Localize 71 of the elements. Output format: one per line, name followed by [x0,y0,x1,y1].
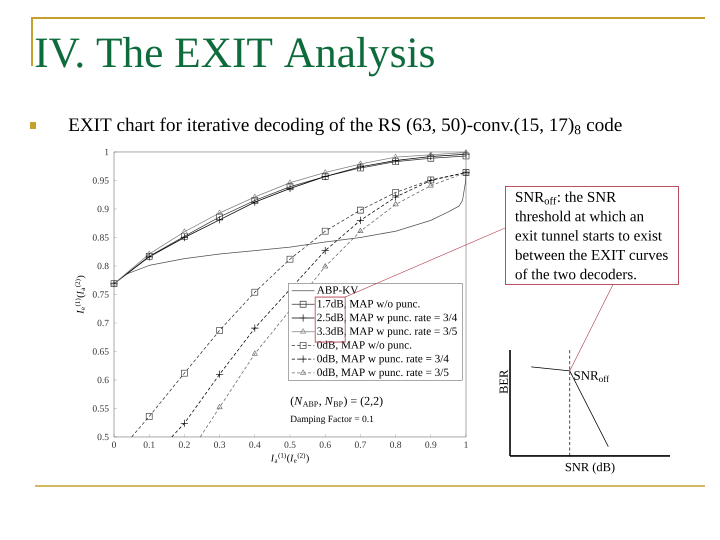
point [463,149,469,154]
point [250,324,259,332]
x-axis-title: SNR (dB) [566,462,615,474]
text: SNR$_{off}$: the SNR threshold at which an exit tunnel starts to exist between the EXIT curves of the two decoders. [514,191,668,280]
point [216,210,223,215]
legend-label: 0dB, MAP w punc. rate = 3/5 [317,368,448,378]
annotation: SNR$_{off}$ [574,371,610,382]
point [216,327,223,334]
x-tick-label: 0.6 [320,442,331,448]
y-tick-label: 0.9 [98,206,109,212]
point [252,350,258,356]
point [357,160,364,166]
x-tick-label: 0.5 [284,442,296,448]
point [216,370,224,378]
point [462,152,470,160]
point [216,216,224,224]
y-tick-label: 0.7 [98,320,109,326]
y-tick-label: 0.75 [92,291,109,298]
point [392,193,400,201]
point [392,189,399,196]
legend-label: 0dB, MAP w/o punc. [317,340,412,351]
y-tick-label: 0.55 [92,405,109,412]
x-tick-label: 0.4 [249,442,261,448]
x-tick-label: 0 [112,442,116,448]
point [428,182,434,188]
point [250,198,259,206]
x-tick-label: 0.1 [144,442,155,448]
point [357,228,364,234]
x-tick-label: 0.8 [390,442,402,448]
point [251,197,258,204]
point [146,413,153,420]
y-axis-title: BER [500,370,508,394]
y-tick-label: 0.8 [98,262,109,270]
point [286,256,294,262]
legend-label: ABP-KV [316,286,358,294]
y-tick-label: 0.6 [98,376,109,384]
point [181,370,188,376]
x-tick-label: 0.3 [214,442,226,448]
legend-label: 0dB, MAP w punc. rate = 3/4 [317,354,449,365]
point [216,404,223,410]
point [146,250,152,256]
x-axis-title: I$_{a}$$^{(1)}$(I$_{e}$$^{(2)}$) [270,452,309,464]
point [321,246,330,255]
x-tick-label: 0.2 [178,442,190,448]
y-tick-label: 0.65 [92,348,109,355]
y-tick-label: 0.5 [98,434,109,440]
point [287,179,293,185]
point [322,228,329,235]
annotation: Damping Factor = 0.1 [290,416,374,424]
annotation: (N$_{ABP}$, N$_{BP}$) = (2,2) [290,396,383,408]
point [180,419,188,428]
point [357,206,364,214]
chart-subtitle: EXIT chart for iterative decoding of the RS (63, 50)-conv.(15, 17)$_{8}$ code [68,118,622,136]
point [322,169,328,174]
x-tick-label: 1 [464,442,468,448]
chart-title: IV. The EXIT Analysis [36,36,434,76]
x-tick-label: 0.7 [354,442,366,448]
point [392,154,399,159]
y-tick-label: 1 [105,148,108,156]
point [181,228,188,234]
point [252,194,258,199]
point [251,288,258,296]
point [428,152,434,157]
point [216,214,223,220]
y-axis-title: I$_{e}$$^{(1)}$(I$_{a}$$^{(2)}$) [75,276,86,314]
x-tick-label: 0.9 [425,442,436,448]
y-tick-label: 0.95 [92,177,109,184]
y-tick-label: 0.85 [92,234,109,241]
point [392,201,399,206]
point [322,263,328,268]
point [356,216,364,224]
